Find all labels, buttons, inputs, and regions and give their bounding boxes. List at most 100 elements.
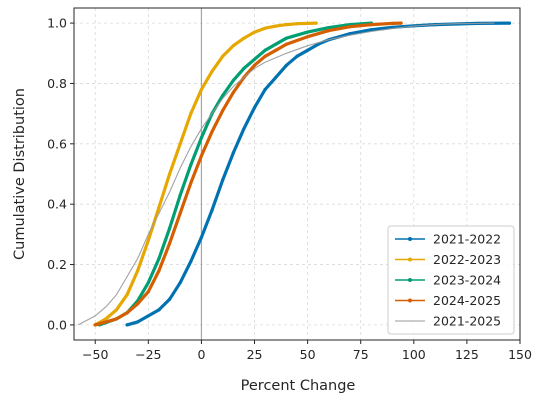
data-point <box>125 323 129 327</box>
data-point <box>369 28 373 32</box>
data-point <box>136 320 140 324</box>
data-point <box>284 42 288 46</box>
data-point <box>231 44 235 48</box>
data-point <box>157 268 161 273</box>
y-tick-label: 0.8 <box>47 76 67 91</box>
data-point <box>210 208 214 212</box>
data-point <box>125 311 129 315</box>
data-point <box>242 127 246 131</box>
data-point <box>231 151 235 155</box>
data-point <box>284 36 288 40</box>
legend-swatch-marker <box>408 237 412 241</box>
x-tick-label: 150 <box>508 347 532 362</box>
y-axis-title: Cumulative Distribution <box>12 88 28 260</box>
x-tick-label: −50 <box>82 347 108 362</box>
data-point <box>231 78 235 83</box>
data-point <box>189 259 193 264</box>
x-tick-label: 75 <box>353 347 369 362</box>
data-point <box>178 211 182 215</box>
x-axis-title: Percent Change <box>241 378 356 394</box>
data-point <box>189 112 193 116</box>
data-point <box>167 241 172 246</box>
data-point <box>314 21 318 25</box>
data-point <box>93 323 97 327</box>
legend-box <box>387 225 515 335</box>
data-point <box>263 54 267 58</box>
legend-label: 2023-2024 <box>433 273 501 288</box>
legend-swatch-marker <box>408 278 412 282</box>
data-point <box>263 48 267 52</box>
x-tick-label: 125 <box>455 347 479 362</box>
data-point <box>242 66 246 70</box>
data-point <box>125 293 129 297</box>
x-tick-label: 50 <box>300 347 316 362</box>
data-point <box>274 24 278 28</box>
data-point <box>221 109 225 113</box>
data-point <box>114 308 119 312</box>
data-point <box>189 163 193 167</box>
data-point <box>284 23 288 27</box>
data-point <box>167 172 172 176</box>
y-tick-label: 1.0 <box>47 16 67 31</box>
data-point <box>146 238 150 242</box>
data-point <box>231 90 235 95</box>
data-point <box>199 87 204 92</box>
data-point <box>157 256 161 261</box>
series-line-2022-2023 <box>93 21 318 327</box>
data-point <box>104 317 108 321</box>
data-point <box>167 297 172 301</box>
series-line-2024-2025 <box>93 21 403 327</box>
data-point <box>274 48 278 52</box>
data-point <box>284 63 288 67</box>
data-point <box>136 302 140 306</box>
series-line-2023-2024 <box>97 21 373 327</box>
data-point <box>146 281 150 285</box>
data-point <box>210 130 214 134</box>
data-point <box>178 142 182 146</box>
data-point <box>306 21 310 25</box>
data-point <box>178 281 182 285</box>
data-point <box>295 22 299 26</box>
legend-swatch-marker <box>408 298 412 303</box>
legend-swatch-marker <box>408 257 412 262</box>
legend-label: 2021-2025 <box>433 314 501 329</box>
data-point <box>189 181 193 185</box>
data-point <box>263 26 267 30</box>
data-point <box>327 29 331 33</box>
data-point <box>399 21 403 25</box>
y-tick-label: 0.2 <box>47 257 67 272</box>
data-point <box>306 35 310 39</box>
y-tick-label: 0.4 <box>47 197 67 212</box>
legend-label: 2022-2023 <box>433 252 501 267</box>
x-tick-label: 100 <box>402 347 426 362</box>
data-point <box>157 308 161 312</box>
legend-label: 2024-2025 <box>433 293 501 308</box>
data-point <box>306 30 310 34</box>
series-group <box>77 21 511 327</box>
data-point <box>114 317 119 321</box>
data-point <box>157 205 161 209</box>
legend: 2021-2022 2022-2023 2023-2024 2024-2025 2021… <box>387 225 515 335</box>
x-tick-label: −25 <box>135 347 161 362</box>
legend-label: 2021-2022 <box>433 232 501 247</box>
data-point <box>136 268 140 273</box>
y-tick-label: 0.0 <box>47 317 67 332</box>
data-point <box>507 21 511 25</box>
y-tick-label: 0.6 <box>47 136 67 151</box>
x-tick-label: 25 <box>247 347 263 362</box>
data-point <box>369 23 373 27</box>
data-point <box>274 42 278 46</box>
x-tick-label: 0 <box>197 347 205 362</box>
data-point <box>210 69 214 73</box>
data-point <box>167 226 172 230</box>
data-point <box>348 25 352 29</box>
data-point <box>199 235 204 239</box>
data-point <box>348 32 352 36</box>
series-line-2021-2022 <box>125 21 511 327</box>
data-point <box>221 54 225 58</box>
data-point <box>252 57 257 61</box>
data-point <box>221 93 225 98</box>
data-point <box>274 75 278 80</box>
